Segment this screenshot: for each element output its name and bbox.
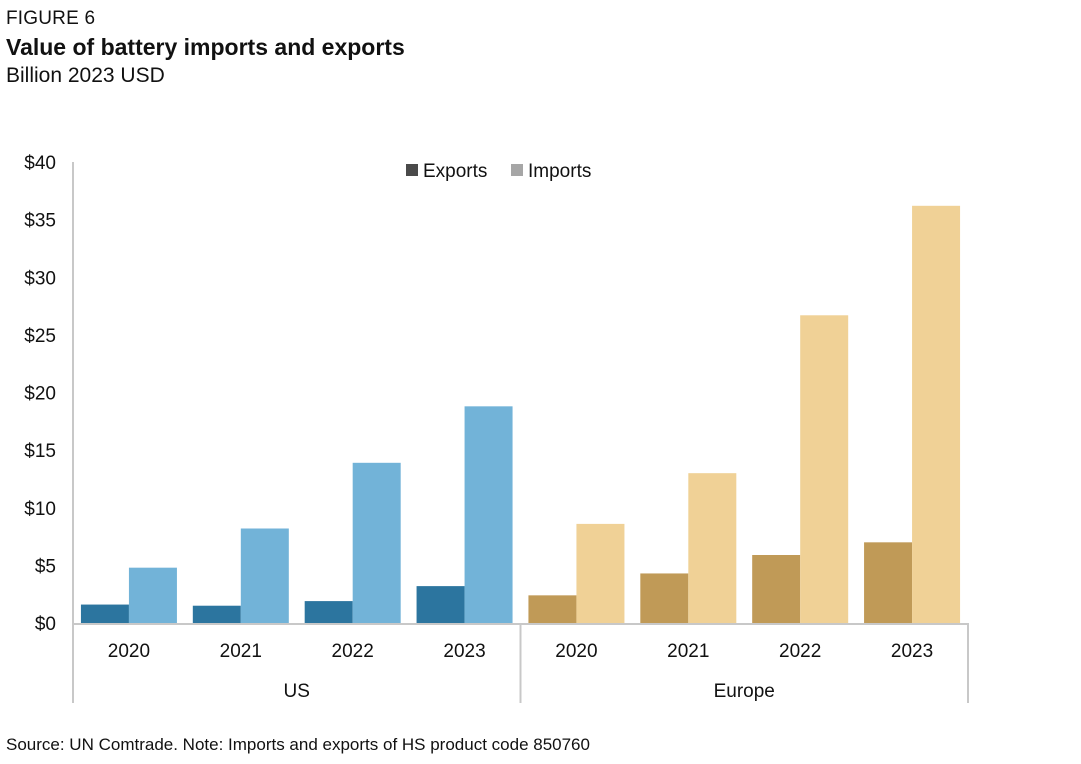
bar-europe-exports-2023 <box>864 542 913 623</box>
y-tick-label: $10 <box>24 499 56 520</box>
x-tick-label: 2020 <box>108 641 150 662</box>
legend-label-imports: Imports <box>528 161 591 182</box>
y-tick-label: $30 <box>24 268 56 289</box>
x-tick-label: 2022 <box>332 641 374 662</box>
y-tick-label: $20 <box>24 384 56 405</box>
x-tick-label: 2022 <box>779 641 821 662</box>
y-tick-label: $35 <box>24 211 56 232</box>
chart-subtitle: Billion 2023 USD <box>6 64 165 87</box>
y-tick-label: $40 <box>24 153 56 174</box>
bar-europe-imports-2021 <box>688 473 737 623</box>
x-tick-label: 2023 <box>443 641 485 662</box>
bar-us-exports-2020 <box>80 604 129 623</box>
bar-us-exports-2022 <box>304 601 353 623</box>
x-tick-label: 2023 <box>891 641 933 662</box>
bar-us-imports-2023 <box>464 406 513 623</box>
bar-europe-exports-2022 <box>752 555 801 623</box>
source-note: Source: UN Comtrade. Note: Imports and e… <box>6 735 590 754</box>
y-tick-label: $5 <box>35 556 56 577</box>
x-tick-label: 2020 <box>555 641 597 662</box>
legend-label-exports: Exports <box>423 161 487 182</box>
bar-europe-exports-2021 <box>640 573 689 623</box>
bar-europe-imports-2022 <box>800 315 849 623</box>
bar-us-imports-2022 <box>352 462 401 623</box>
group-label: Europe <box>714 681 775 702</box>
bar-us-imports-2020 <box>128 567 177 623</box>
bar-europe-exports-2020 <box>528 595 577 623</box>
x-tick-label: 2021 <box>667 641 709 662</box>
bar-europe-imports-2020 <box>576 523 625 623</box>
y-tick-label: $15 <box>24 441 56 462</box>
x-tick-label: 2021 <box>220 641 262 662</box>
figure-label: FIGURE 6 <box>6 8 96 29</box>
bar-us-exports-2023 <box>416 586 465 623</box>
group-label: US <box>284 681 310 702</box>
legend-swatch-imports <box>511 164 523 176</box>
bar-us-imports-2021 <box>240 528 289 623</box>
bar-europe-imports-2023 <box>912 205 961 624</box>
y-tick-label: $25 <box>24 326 56 347</box>
chart-title: Value of battery imports and exports <box>6 34 405 60</box>
y-tick-label: $0 <box>35 614 56 635</box>
bar-us-exports-2021 <box>192 605 241 623</box>
legend-swatch-exports <box>406 164 418 176</box>
